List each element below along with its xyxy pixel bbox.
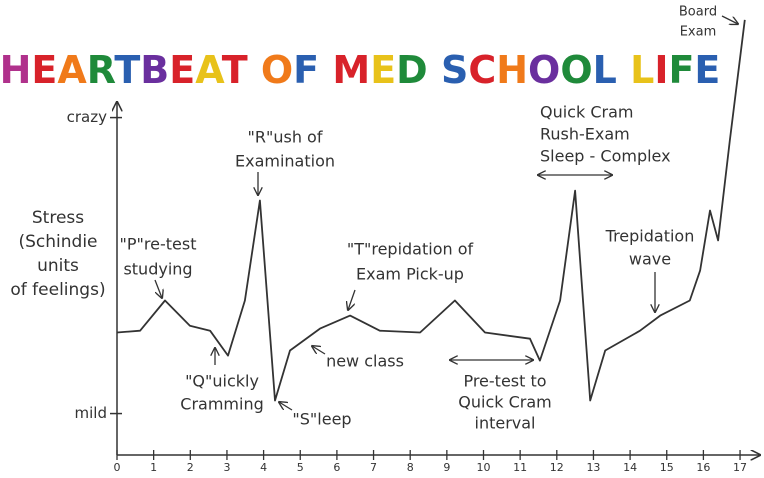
annotation: Pre-test to [463,372,546,391]
stress-line [116,19,746,402]
x-tick-label: 2 [187,461,194,474]
annotation: "P"re-test [120,235,197,254]
y-tick-label: mild [75,404,107,422]
annotation: Cramming [180,395,263,414]
y-axis-label: of feelings) [10,280,105,300]
x-tick-label: 10 [477,461,491,474]
y-tick-label: crazy [67,108,107,126]
annotation: Rush-Exam [540,125,630,144]
x-tick-label: 15 [660,461,674,474]
annotation: studying [123,260,192,279]
annotation: "Q"uickly [185,372,259,391]
x-tick-label: 13 [586,461,600,474]
annotation: "S"leep [292,410,351,429]
annotation: Trepidation [605,227,695,246]
x-tick-label: 1 [150,461,157,474]
annotation: "R"ush of [248,128,323,147]
annotation: Exam Pick-up [356,265,464,284]
x-tick-label: 0 [114,461,121,474]
y-axis-label: (Schindie [18,232,97,252]
x-tick-label: 7 [370,461,377,474]
y-axis-label: units [37,256,79,276]
y-axis-label: Stress [32,208,84,228]
arrows [154,15,738,411]
annotation: Quick Cram [458,393,551,412]
x-tick-label: 6 [333,461,340,474]
annotation: Sleep - Complex [540,147,671,166]
x-tick-label: 16 [696,461,710,474]
x-tick-label: 8 [407,461,414,474]
annotation: Quick Cram [540,103,633,122]
annotation: interval [475,414,536,433]
x-tick-label: 17 [733,461,747,474]
annotation: new class [326,352,404,371]
x-tick-label: 5 [297,461,304,474]
chart-title: HEARTBEAT OF MED SCHOOL LIFE [0,48,720,92]
annotation: Board [679,5,717,20]
annotation: Examination [235,152,335,171]
x-tick-label: 4 [260,461,267,474]
x-tick-label: 12 [550,461,564,474]
x-tick-label: 9 [443,461,450,474]
x-tick-label: 11 [513,461,527,474]
annotation: "T"repidation of [347,240,474,259]
x-tick-label: 3 [223,461,230,474]
annotation: Exam [680,25,717,40]
annotation: wave [629,250,671,269]
x-tick-label: 14 [623,461,637,474]
